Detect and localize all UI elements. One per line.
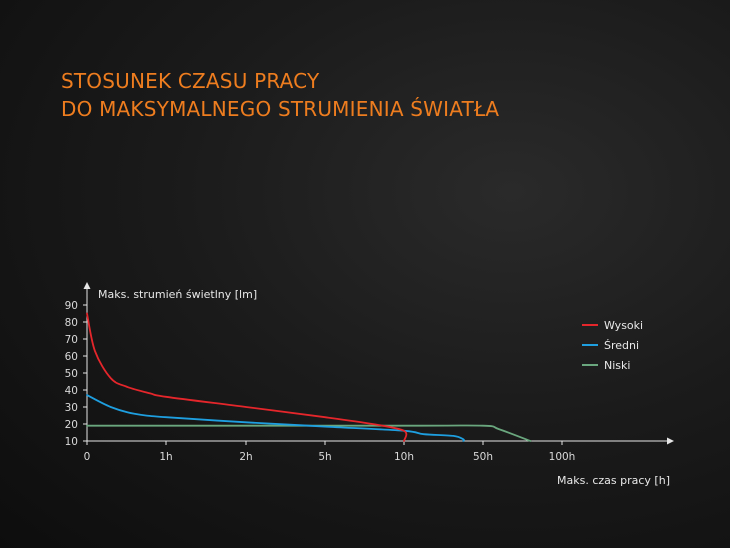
y-tick-label: 70	[65, 334, 78, 346]
x-tick-label: 0	[84, 451, 91, 463]
y-tick-label: 90	[65, 300, 78, 312]
chart-title-line-2: DO MAKSYMALNEGO STRUMIENIA ŚWIATŁA	[61, 97, 500, 121]
chart-title: STOSUNEK CZASU PRACY DO MAKSYMALNEGO STR…	[61, 67, 499, 123]
x-tick-label: 2h	[239, 451, 252, 463]
y-axis-arrow	[83, 282, 91, 289]
legend-label: Wysoki	[604, 319, 643, 332]
x-tick-label: 5h	[318, 451, 331, 463]
x-tick-label: 100h	[549, 451, 576, 463]
y-tick-label: 80	[65, 317, 78, 329]
x-tick-label: 50h	[473, 451, 493, 463]
series-layer	[86, 312, 532, 442]
y-tick-label: 50	[65, 368, 78, 380]
y-tick-label: 10	[65, 436, 78, 448]
series-line-sredni	[86, 394, 465, 442]
y-tick-label: 20	[65, 419, 78, 431]
legend-label: Niski	[604, 359, 630, 372]
y-tick-label: 60	[65, 351, 78, 363]
legend: Wysoki Średni Niski	[582, 319, 643, 372]
x-axis-label: Maks. czas pracy [h]	[557, 474, 670, 487]
axes: 10 20 30 40 50 60 70 80 90 0 1h 2h 5h 10h 50h 100h	[65, 282, 674, 463]
y-axis-label: Maks. strumień świetlny [lm]	[98, 288, 257, 301]
x-axis-arrow	[667, 437, 674, 445]
x-tick-label: 10h	[394, 451, 414, 463]
y-tick-label: 40	[65, 385, 78, 397]
series-line-wysoki	[86, 312, 408, 442]
legend-label: Średni	[604, 339, 639, 352]
series-line-niski	[86, 424, 532, 442]
y-tick-label: 30	[65, 402, 78, 414]
chart-title-line-1: STOSUNEK CZASU PRACY	[61, 69, 320, 93]
x-tick-label: 1h	[159, 451, 172, 463]
